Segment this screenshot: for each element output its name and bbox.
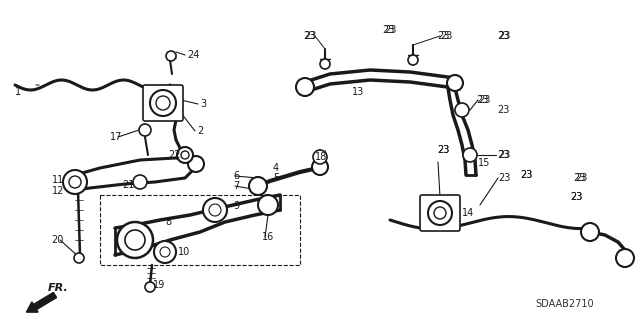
Text: 6: 6 bbox=[233, 171, 239, 181]
Text: 16: 16 bbox=[262, 232, 275, 242]
Circle shape bbox=[408, 55, 418, 65]
Circle shape bbox=[455, 103, 469, 117]
Text: 23: 23 bbox=[440, 31, 452, 41]
Text: 12: 12 bbox=[52, 186, 65, 196]
Circle shape bbox=[447, 75, 463, 91]
Circle shape bbox=[181, 151, 189, 159]
Circle shape bbox=[203, 198, 227, 222]
Circle shape bbox=[63, 170, 87, 194]
Text: 23: 23 bbox=[382, 25, 394, 35]
Circle shape bbox=[313, 150, 327, 164]
Circle shape bbox=[258, 195, 278, 215]
Circle shape bbox=[616, 249, 634, 267]
Text: 22: 22 bbox=[168, 150, 180, 160]
Text: 9: 9 bbox=[233, 201, 239, 211]
Text: 23: 23 bbox=[570, 192, 582, 202]
Circle shape bbox=[312, 159, 328, 175]
Circle shape bbox=[320, 59, 330, 69]
Text: 23: 23 bbox=[498, 31, 510, 41]
Text: 24: 24 bbox=[187, 50, 200, 60]
FancyBboxPatch shape bbox=[420, 195, 460, 231]
Circle shape bbox=[166, 51, 176, 61]
Text: 23: 23 bbox=[437, 31, 449, 41]
Text: 18: 18 bbox=[315, 152, 327, 162]
Text: 2: 2 bbox=[197, 126, 204, 136]
Text: 23: 23 bbox=[498, 150, 510, 160]
Circle shape bbox=[139, 124, 151, 136]
Text: 23: 23 bbox=[437, 145, 449, 155]
Text: 20: 20 bbox=[51, 235, 63, 245]
Circle shape bbox=[296, 78, 314, 96]
Circle shape bbox=[125, 230, 145, 250]
Circle shape bbox=[209, 204, 221, 216]
Circle shape bbox=[74, 253, 84, 263]
Circle shape bbox=[69, 176, 81, 188]
Circle shape bbox=[188, 156, 204, 172]
Text: 4: 4 bbox=[273, 163, 279, 173]
Text: 23: 23 bbox=[478, 95, 490, 105]
Text: 23: 23 bbox=[498, 173, 510, 183]
Circle shape bbox=[177, 147, 193, 163]
Text: 23: 23 bbox=[384, 25, 396, 35]
Circle shape bbox=[133, 175, 147, 189]
Circle shape bbox=[434, 207, 446, 219]
Circle shape bbox=[249, 177, 267, 195]
Text: 23: 23 bbox=[570, 192, 582, 202]
Text: 11: 11 bbox=[52, 175, 64, 185]
Text: 21: 21 bbox=[122, 180, 134, 190]
Circle shape bbox=[156, 96, 170, 110]
Text: 23: 23 bbox=[437, 145, 449, 155]
Text: 14: 14 bbox=[462, 208, 474, 218]
Circle shape bbox=[145, 282, 155, 292]
Text: 23: 23 bbox=[497, 31, 509, 41]
Text: 7: 7 bbox=[233, 181, 239, 191]
Text: 23: 23 bbox=[304, 31, 316, 41]
Text: 5: 5 bbox=[273, 173, 279, 183]
Text: 23: 23 bbox=[520, 170, 532, 180]
Text: 23: 23 bbox=[497, 105, 509, 115]
Circle shape bbox=[150, 90, 176, 116]
FancyBboxPatch shape bbox=[143, 85, 183, 121]
Text: 23: 23 bbox=[575, 173, 588, 183]
Text: 15: 15 bbox=[478, 158, 490, 168]
Circle shape bbox=[463, 148, 477, 162]
Circle shape bbox=[154, 241, 176, 263]
Text: 8: 8 bbox=[165, 217, 171, 227]
Text: 23: 23 bbox=[476, 95, 488, 105]
Text: 23: 23 bbox=[497, 150, 509, 160]
Text: SDAAB2710: SDAAB2710 bbox=[535, 299, 594, 309]
Circle shape bbox=[117, 222, 153, 258]
Circle shape bbox=[581, 223, 599, 241]
Text: 3: 3 bbox=[200, 99, 206, 109]
Text: FR.: FR. bbox=[48, 283, 68, 293]
Text: 17: 17 bbox=[110, 132, 122, 142]
Text: 10: 10 bbox=[178, 247, 190, 257]
Text: 13: 13 bbox=[352, 87, 364, 97]
Circle shape bbox=[160, 247, 170, 257]
Text: 23: 23 bbox=[573, 173, 586, 183]
FancyArrow shape bbox=[26, 293, 56, 312]
Circle shape bbox=[428, 201, 452, 225]
Text: 19: 19 bbox=[153, 280, 165, 290]
Text: 23: 23 bbox=[303, 31, 316, 41]
Text: 23: 23 bbox=[520, 170, 532, 180]
Text: 1: 1 bbox=[15, 87, 21, 97]
